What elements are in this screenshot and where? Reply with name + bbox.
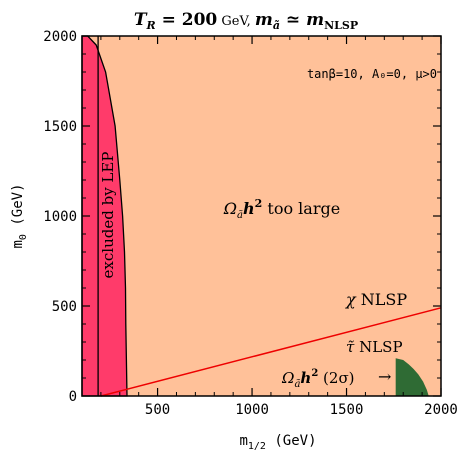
x-axis-ticks: 500 1000 1500 2000 bbox=[100, 36, 458, 418]
y-tick-label: 2000 bbox=[43, 29, 77, 45]
x-tick-label: 500 bbox=[145, 402, 170, 418]
y-tick-label: 0 bbox=[69, 389, 77, 405]
label-stau-nlsp: τ̃ NLSP bbox=[346, 338, 403, 356]
y-axis-label: m0 (GeV) bbox=[10, 183, 29, 248]
x-tick-label: 2000 bbox=[424, 402, 458, 418]
label-chi-nlsp: χ NLSP bbox=[345, 290, 407, 309]
plot-area bbox=[81, 35, 442, 397]
nlsp-boundary-line bbox=[100, 307, 442, 397]
region-2sigma bbox=[395, 358, 429, 396]
x-axis-label: m1/2 (GeV) bbox=[239, 433, 316, 452]
label-2sigma: Ωãh2 (2σ) bbox=[281, 368, 355, 390]
region-too-large bbox=[82, 36, 441, 396]
label-excluded-by-lep: excluded by LEP bbox=[99, 152, 117, 279]
y-tick-label: 1000 bbox=[43, 209, 77, 225]
arrow-2sigma: → bbox=[378, 367, 391, 386]
params-label: tanβ=10, A₀=0, μ>0 bbox=[307, 67, 437, 81]
chart-title: TR = 200 GeV, mã ≃ mNLSP bbox=[134, 10, 358, 32]
x-tick-label: 1500 bbox=[330, 402, 364, 418]
label-too-large: Ωãh2 too large bbox=[223, 197, 340, 221]
x-tick-label: 1000 bbox=[235, 402, 269, 418]
y-axis-ticks: 0 500 1000 1500 2000 bbox=[43, 29, 441, 405]
y-tick-label: 500 bbox=[52, 299, 77, 315]
y-tick-label: 1500 bbox=[43, 119, 77, 135]
